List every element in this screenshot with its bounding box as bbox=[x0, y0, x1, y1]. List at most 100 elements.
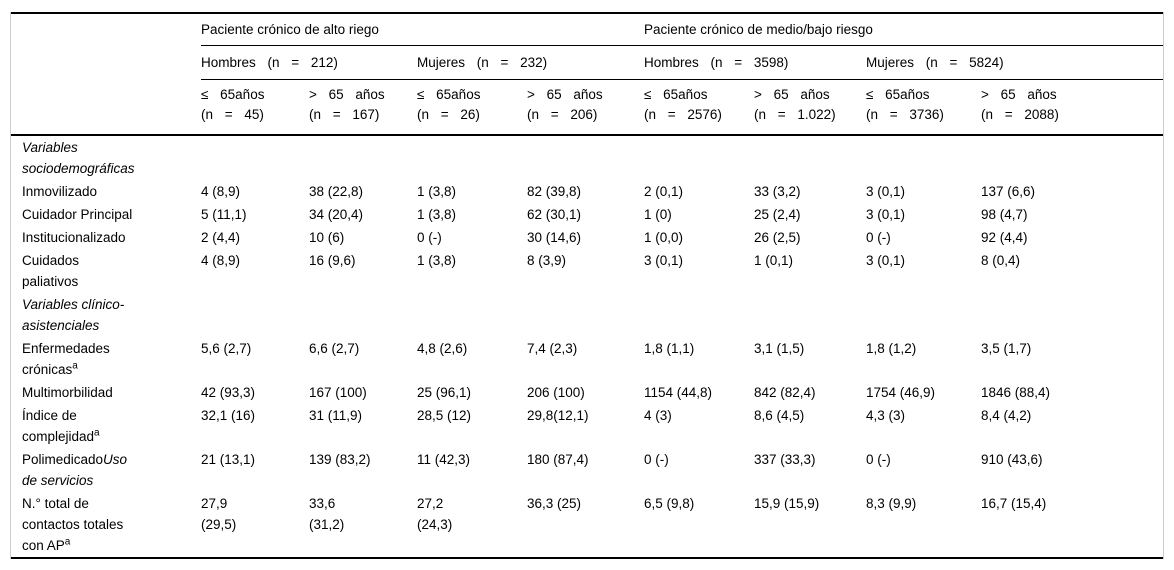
age-header: ≤ 65años (n = 45) bbox=[201, 79, 309, 136]
value-cell: 5,6 (2,7) bbox=[201, 341, 252, 356]
value-cell: 3,5 (1,7) bbox=[981, 341, 1032, 356]
value-cell: 33 (3,2) bbox=[754, 184, 801, 199]
value-cell: 25 (96,1) bbox=[417, 385, 472, 400]
value-cell: 180 (87,4) bbox=[527, 452, 589, 467]
value-cell: 92 (4,4) bbox=[981, 230, 1028, 245]
value-cell: 4 (3) bbox=[644, 408, 672, 423]
value-cell: 6,6 (2,7) bbox=[309, 341, 360, 356]
value-cell: 2 (0,1) bbox=[644, 184, 684, 199]
value-cell: 1 (3,8) bbox=[417, 184, 457, 199]
age-header: ≤ 65años (n = 26) bbox=[417, 79, 527, 136]
section-row: Variables sociodemográficas bbox=[11, 135, 1163, 180]
table-row: Índice de complejidada 32,1 (16) 31 (11,9)… bbox=[11, 404, 1163, 448]
value-cell: 4 (8,9) bbox=[201, 253, 241, 268]
sex-header: Hombres (n = 3598) bbox=[644, 45, 866, 80]
table-row: Cuidados paliativos 4 (8,9) 16 (9,6) 1 (3,8… bbox=[11, 249, 1163, 293]
value-cell: 33,6 (31,2) bbox=[309, 496, 345, 532]
value-cell: 8,6 (4,5) bbox=[754, 408, 805, 423]
group-header-row: Paciente crónico de alto riego Paciente … bbox=[11, 13, 1163, 136]
value-cell: 8 (0,4) bbox=[981, 253, 1021, 268]
value-cell: 16 (9,6) bbox=[309, 253, 356, 268]
value-cell: 42 (93,3) bbox=[201, 385, 256, 400]
table-row: Multimorbilidad 42 (93,3) 167 (100) 25 (96,… bbox=[11, 381, 1163, 404]
value-cell: 139 (83,2) bbox=[309, 452, 371, 467]
sex-header: Mujeres (n = 5824) bbox=[866, 45, 1163, 80]
table-row: Enfermedades crónicasa 5,6 (2,7) 6,6 (2,7)… bbox=[11, 337, 1163, 381]
value-cell: 11 (42,3) bbox=[417, 452, 471, 467]
row-label: Institucionalizado bbox=[22, 230, 126, 245]
value-cell: 206 (100) bbox=[527, 385, 585, 400]
value-cell: 30 (14,6) bbox=[527, 230, 582, 245]
value-cell: 1 (3,8) bbox=[417, 253, 457, 268]
value-cell: 4,8 (2,6) bbox=[417, 341, 468, 356]
value-cell: 28,5 (12) bbox=[417, 408, 472, 423]
value-cell: 337 (33,3) bbox=[754, 452, 816, 467]
footnote-marker: a bbox=[64, 536, 71, 548]
value-cell: 82 (39,8) bbox=[527, 184, 582, 199]
row-label: Inmovilizado bbox=[22, 184, 98, 199]
age-header: > 65 años (n = 167) bbox=[309, 79, 417, 136]
sex-header: Mujeres (n = 232) bbox=[417, 45, 644, 80]
row-label: PolimedicadoUso de servicios bbox=[22, 452, 128, 488]
value-cell: 8 (3,9) bbox=[527, 253, 567, 268]
value-cell: 1,8 (1,2) bbox=[866, 341, 917, 356]
value-cell: 1 (0,1) bbox=[754, 253, 794, 268]
value-cell: 31 (11,9) bbox=[309, 408, 363, 423]
value-cell: 1846 (88,4) bbox=[981, 385, 1051, 400]
age-header: ≤ 65años (n = 2576) bbox=[644, 79, 754, 136]
value-cell: 6,5 (9,8) bbox=[644, 496, 695, 511]
value-cell: 62 (30,1) bbox=[527, 207, 582, 222]
table-row: Inmovilizado 4 (8,9) 38 (22,8) 1 (3,8) 82 (3… bbox=[11, 180, 1163, 203]
value-cell: 8,4 (4,2) bbox=[981, 408, 1032, 423]
value-cell: 5 (11,1) bbox=[201, 207, 247, 222]
value-cell: 36,3 (25) bbox=[527, 496, 582, 511]
age-header: > 65 años (n = 2088) bbox=[981, 79, 1163, 136]
value-cell: 3 (0,1) bbox=[866, 184, 906, 199]
value-cell: 26 (2,5) bbox=[754, 230, 801, 245]
value-cell: 2 (4,4) bbox=[201, 230, 241, 245]
value-cell: 15,9 (15,9) bbox=[754, 496, 820, 511]
corner-cell bbox=[11, 13, 201, 136]
table-body: Variables sociodemográficas Inmovilizado 4… bbox=[11, 135, 1163, 558]
footnote-marker: a bbox=[72, 360, 78, 372]
value-cell: 167 (100) bbox=[309, 385, 367, 400]
age-header: > 65 años (n = 1.022) bbox=[754, 79, 866, 136]
patient-statistics-table: Paciente crónico de alto riego Paciente … bbox=[11, 12, 1163, 559]
group-header-alto-riesgo: Paciente crónico de alto riego bbox=[201, 13, 644, 46]
value-cell: 25 (2,4) bbox=[754, 207, 801, 222]
value-cell: 3,1 (1,5) bbox=[754, 341, 805, 356]
value-cell: 1 (3,8) bbox=[417, 207, 457, 222]
value-cell: 0 (-) bbox=[644, 452, 669, 467]
value-cell: 3 (0,1) bbox=[644, 253, 684, 268]
value-cell: 27,9 (29,5) bbox=[201, 496, 237, 532]
section-label: Variables sociodemográficas bbox=[22, 140, 135, 176]
value-cell: 16,7 (15,4) bbox=[981, 496, 1047, 511]
section-label: Variables clínico- asistenciales bbox=[22, 297, 125, 333]
value-cell: 8,3 (9,9) bbox=[866, 496, 917, 511]
value-cell: 4,3 (3) bbox=[866, 408, 906, 423]
value-cell: 3 (0,1) bbox=[866, 253, 906, 268]
table-row: N.° total de contactos totales con APa 27… bbox=[11, 492, 1163, 558]
value-cell: 32,1 (16) bbox=[201, 408, 256, 423]
row-label: Cuidador Principal bbox=[22, 207, 133, 222]
value-cell: 3 (0,1) bbox=[866, 207, 906, 222]
table-row: Cuidador Principal 5 (11,1) 34 (20,4) 1 (3,… bbox=[11, 203, 1163, 226]
row-label: Enfermedades crónicasa bbox=[22, 341, 110, 377]
value-cell: 0 (-) bbox=[866, 230, 891, 245]
row-label: Cuidados paliativos bbox=[22, 253, 80, 289]
footnote-marker: a bbox=[94, 427, 100, 439]
value-cell: 0 (-) bbox=[417, 230, 442, 245]
value-cell: 21 (13,1) bbox=[201, 452, 256, 467]
row-label: Multimorbilidad bbox=[22, 385, 113, 400]
value-cell: 1154 (44,8) bbox=[644, 385, 713, 400]
sex-header-row: Hombres (n = 212) Mujeres (n = 232) Homb… bbox=[11, 45, 1163, 80]
value-cell: 1754 (46,9) bbox=[866, 385, 936, 400]
age-header-row: ≤ 65años (n = 45) > 65 años (n = 167) ≤ 65… bbox=[11, 79, 1163, 136]
value-cell: 4 (8,9) bbox=[201, 184, 241, 199]
value-cell: 29,8(12,1) bbox=[527, 408, 589, 423]
value-cell: 137 (6,6) bbox=[981, 184, 1036, 199]
value-cell: 842 (82,4) bbox=[754, 385, 816, 400]
age-header: > 65 años (n = 206) bbox=[527, 79, 644, 136]
sex-header: Hombres (n = 212) bbox=[201, 45, 417, 80]
value-cell: 910 (43,6) bbox=[981, 452, 1043, 467]
